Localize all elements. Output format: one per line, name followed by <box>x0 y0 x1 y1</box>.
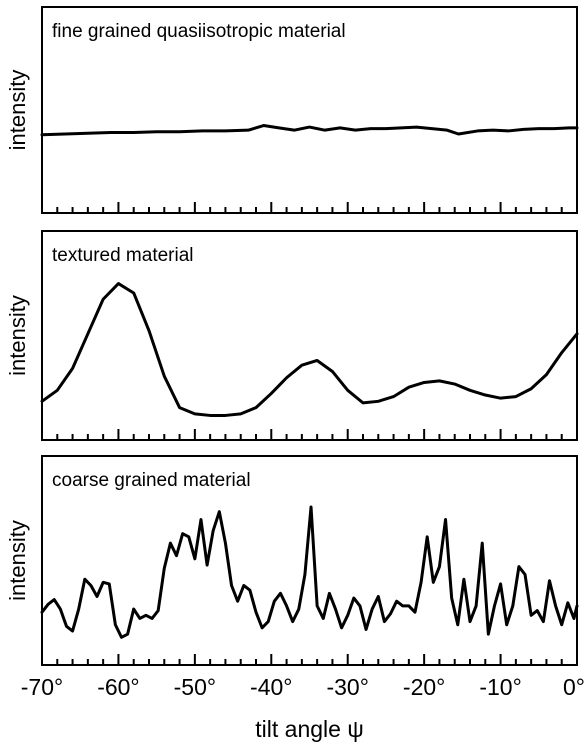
chart-panel-3: coarse grained material intensity <box>5 455 579 666</box>
x-tick-label: 0° <box>563 674 585 700</box>
plot-frame <box>41 6 578 214</box>
y-axis-label: intensity <box>5 295 30 376</box>
x-tick-label: -60° <box>97 674 139 700</box>
x-tick-label: -40° <box>250 674 292 700</box>
series-line <box>40 124 579 137</box>
series-line <box>40 282 579 417</box>
x-axis-label: tilt angle ψ <box>255 716 363 742</box>
y-axis-label: intensity <box>5 520 30 601</box>
panel-title: fine grained quasiisotropic material <box>52 21 346 42</box>
x-tick-label: -10° <box>479 674 521 700</box>
panel-title: textured material <box>52 245 194 266</box>
x-tick-label: -20° <box>403 674 445 700</box>
y-axis-label: intensity <box>5 70 30 151</box>
x-tick-label: -50° <box>174 674 216 700</box>
x-tick-label: -70° <box>21 674 63 700</box>
series-line <box>40 505 579 639</box>
x-tick-label: -30° <box>326 674 368 700</box>
panel-title: coarse grained material <box>52 470 251 491</box>
plot-frame <box>41 455 578 666</box>
chart-panel-2: textured material intensity <box>5 230 579 441</box>
chart-panel-1: fine grained quasiisotropic material inte… <box>5 6 579 214</box>
